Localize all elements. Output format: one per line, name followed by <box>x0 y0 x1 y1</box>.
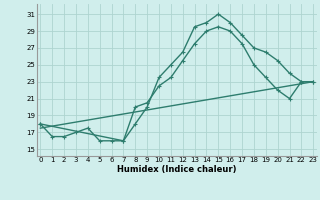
X-axis label: Humidex (Indice chaleur): Humidex (Indice chaleur) <box>117 165 236 174</box>
